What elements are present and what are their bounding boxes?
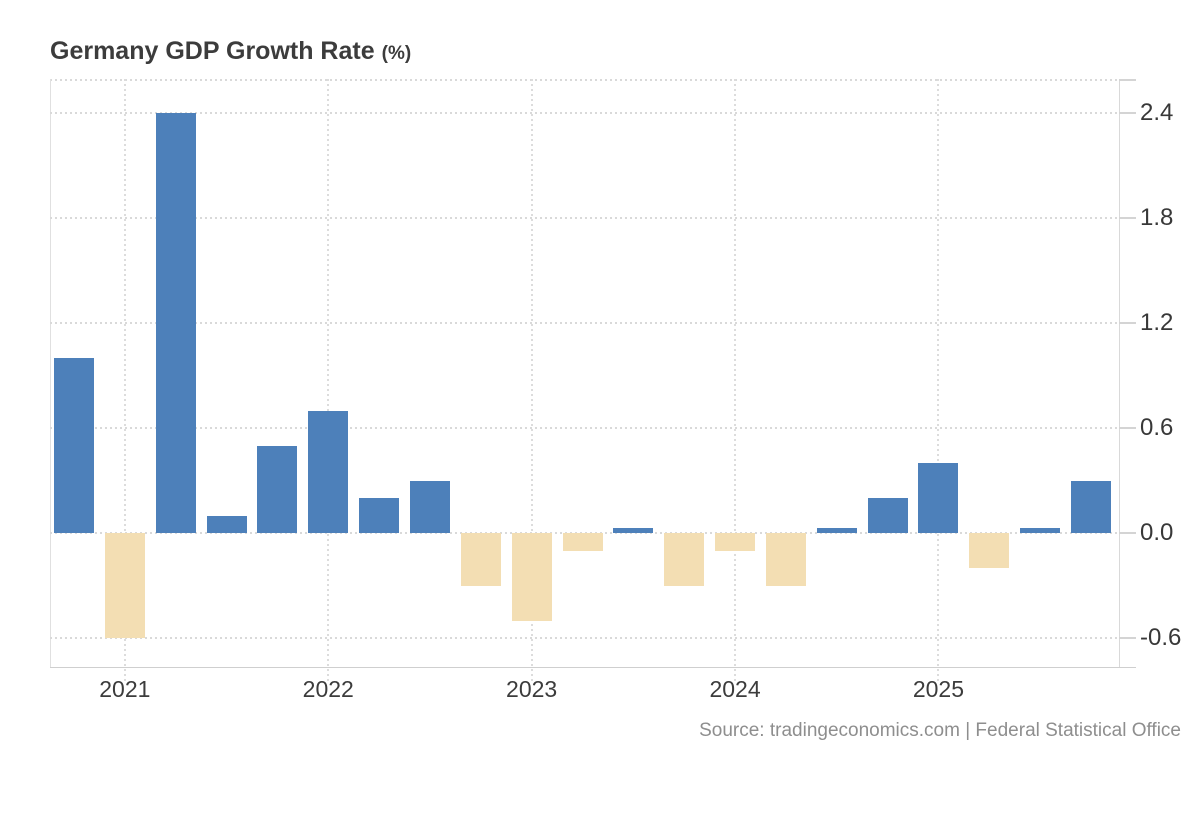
bar-2021-q2[interactable]: [155, 113, 196, 533]
bar-2025-q2[interactable]: [969, 533, 1010, 568]
x-tick-label-2021: 2021: [99, 676, 151, 702]
bar-2024-q1[interactable]: [715, 533, 756, 551]
bar-2024-q3[interactable]: [816, 528, 857, 533]
bar-2023-q2[interactable]: [562, 533, 603, 551]
y-tick-label-1.8: 1.8: [1140, 204, 1174, 231]
y-tick-label-0.0: 0.0: [1140, 519, 1174, 546]
x-gridline-2023: [530, 79, 533, 682]
x-gridline-2025: [937, 79, 940, 682]
x-gridline-2021: [123, 79, 126, 682]
y-tick-top: [1119, 79, 1136, 81]
y-gridline-1.8: [50, 217, 1119, 219]
y-tick-0.6: [1119, 427, 1136, 429]
y-tick-label-2.4: 2.4: [1140, 99, 1174, 126]
bar-2025-q1[interactable]: [918, 463, 959, 533]
y-tick--0.6: [1119, 637, 1136, 639]
x-gridline-2022: [327, 79, 330, 682]
plot-border-top: [50, 79, 1119, 81]
y-gridline-1.2: [50, 322, 1119, 324]
bar-2024-q4[interactable]: [867, 498, 908, 533]
bar-2025-q3[interactable]: [1020, 528, 1061, 533]
bar-2023-q4[interactable]: [664, 533, 705, 586]
y-gridline-0.6: [50, 427, 1119, 429]
x-tick-label-2025: 2025: [912, 676, 965, 702]
y-tick-label--0.6: -0.6: [1140, 624, 1182, 651]
y-tick-1.2: [1119, 322, 1136, 324]
bar-2020-q4[interactable]: [54, 358, 94, 533]
bar-2023-q3[interactable]: [613, 528, 654, 533]
y-gridline--0.6: [50, 637, 1119, 639]
plot-border-left: [50, 79, 51, 668]
chart-title-unit: (%): [381, 43, 412, 64]
x-tick-label-2024: 2024: [709, 676, 761, 702]
chart-title: Germany GDP Growth Rate (%): [50, 30, 411, 67]
y-tick-2.4: [1119, 112, 1136, 114]
bar-2022-q3[interactable]: [409, 480, 450, 533]
bar-2022-q2[interactable]: [359, 498, 400, 533]
source-attribution: Source: tradingeconomics.com | Federal S…: [699, 720, 1181, 741]
x-tick-label-2022: 2022: [302, 676, 354, 702]
x-tick-label-2023: 2023: [506, 676, 558, 702]
y-tick-label-1.2: 1.2: [1140, 309, 1174, 336]
bar-2021-q4[interactable]: [257, 445, 298, 533]
y-axis-line: [1119, 79, 1120, 668]
bar-2022-q4[interactable]: [460, 533, 501, 586]
bar-2022-q1[interactable]: [308, 410, 349, 533]
y-gridline-2.4: [50, 112, 1119, 114]
x-gridline-2024: [734, 79, 737, 682]
plot-area: [50, 79, 1136, 682]
bar-2025-q4[interactable]: [1071, 480, 1111, 533]
bar-2023-q1[interactable]: [511, 533, 552, 621]
bar-2021-q3[interactable]: [206, 515, 247, 533]
y-tick-label-0.6: 0.6: [1140, 414, 1174, 441]
bar-2024-q2[interactable]: [765, 533, 806, 586]
y-tick-0.0: [1119, 532, 1136, 534]
y-tick-1.8: [1119, 217, 1136, 219]
bar-2021-q1[interactable]: [104, 533, 145, 638]
x-axis-line: [50, 667, 1136, 668]
chart-title-text: Germany GDP Growth Rate: [50, 37, 375, 65]
